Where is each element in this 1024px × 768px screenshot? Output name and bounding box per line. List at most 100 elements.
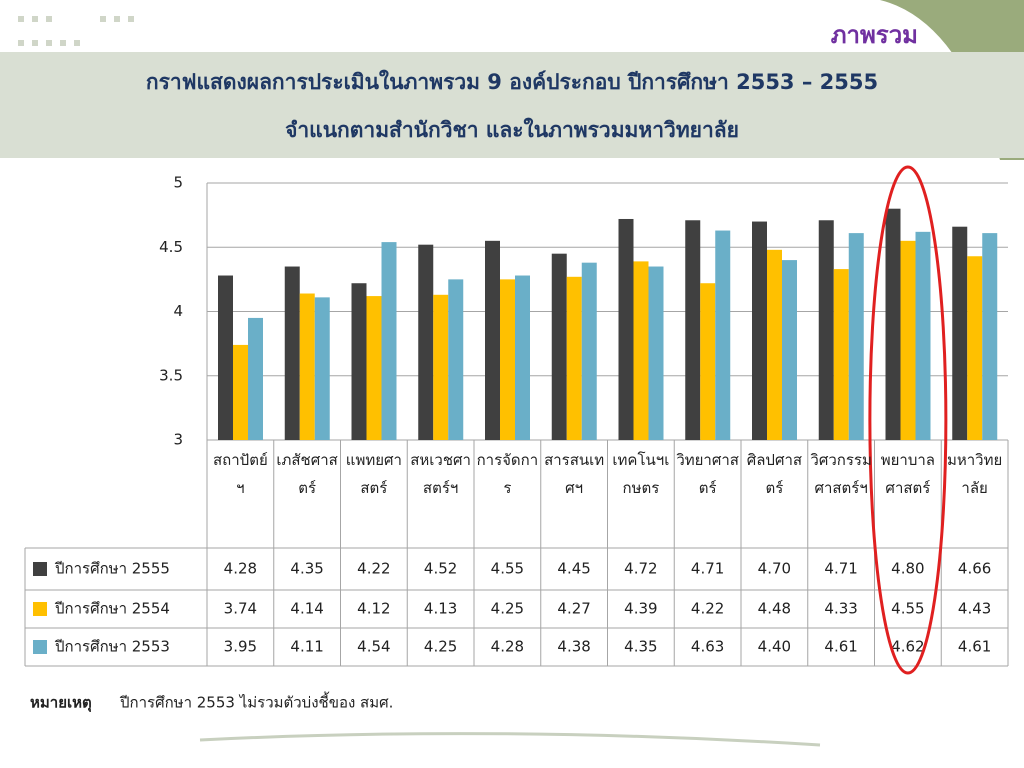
bar — [233, 344, 248, 440]
legend-swatch — [33, 602, 47, 616]
y-tick-label: 5 — [173, 174, 183, 192]
value-label: 4.38 — [557, 638, 590, 656]
bar — [752, 221, 767, 440]
legend-label: ปีการศึกษา 2555 — [54, 560, 170, 578]
x-tick-label: มหาวิทยาลัย — [946, 451, 1003, 497]
bar — [848, 233, 864, 440]
value-label: 4.72 — [624, 560, 657, 578]
value-label: 4.43 — [958, 600, 991, 618]
bar — [351, 283, 367, 440]
bar — [833, 269, 849, 440]
value-label: 4.28 — [224, 560, 257, 578]
note-label: หมายเหตุ — [30, 694, 92, 713]
y-tick-label: 4 — [173, 302, 183, 320]
value-label: 4.61 — [958, 638, 991, 656]
bar — [885, 208, 901, 440]
bar — [900, 240, 916, 440]
x-tick-label: สถาปัตย์ฯ — [213, 451, 268, 497]
x-tick-label: สารสนเทศฯ — [544, 451, 605, 497]
legend-swatch — [33, 640, 47, 654]
bar — [314, 297, 330, 440]
x-tick-label: ศิลปศาสตร์ — [746, 451, 803, 497]
bar — [448, 279, 464, 440]
bar — [648, 266, 664, 440]
bar — [366, 296, 382, 440]
footer-swoosh — [199, 732, 821, 747]
bar — [982, 233, 998, 440]
value-label: 4.12 — [357, 600, 390, 618]
chart-subtitle: จำแนกตามสำนักวิชา และในภาพรวมมหาวิทยาลัย — [285, 118, 739, 142]
x-tick-label: แพทยศาสตร์ — [345, 451, 402, 497]
title-band — [0, 52, 1024, 158]
bar — [782, 260, 797, 440]
bar — [299, 293, 315, 440]
bar — [767, 249, 782, 440]
value-label: 4.33 — [824, 600, 857, 618]
value-label: 3.74 — [224, 600, 257, 618]
note-text: ปีการศึกษา 2553 ไม่รวมตัวบ่งชี้ของ สมศ. — [119, 692, 393, 712]
x-tick-label: วิทยาศาสตร์ — [676, 451, 739, 497]
value-label: 4.80 — [891, 560, 924, 578]
x-tick-label: พยาบาลศาสตร์ — [880, 451, 935, 497]
chart-title: กราฟแสดงผลการประเมินในภาพรวม 9 องค์ประกอ… — [145, 70, 879, 94]
bar — [381, 242, 397, 440]
x-tick-label: สหเวชศาสตร์ฯ — [410, 451, 471, 497]
value-label: 4.14 — [290, 600, 323, 618]
value-label: 4.22 — [691, 600, 724, 618]
bar — [218, 275, 233, 440]
bar — [715, 230, 731, 440]
y-tick-label: 3.5 — [159, 366, 183, 384]
value-label: 4.63 — [691, 638, 724, 656]
bar — [581, 262, 597, 440]
value-label: 4.52 — [424, 560, 457, 578]
y-tick-label: 3 — [173, 431, 183, 449]
x-tick-label: การจัดการ — [476, 451, 539, 497]
bar — [433, 294, 449, 440]
value-label: 4.35 — [624, 638, 657, 656]
bar — [566, 276, 582, 440]
x-tick-label: เภสัชศาสตร์ — [276, 451, 338, 497]
bar — [515, 275, 530, 440]
bar — [685, 220, 701, 440]
x-tick-label: วิศวกรรมศาสตร์ฯ — [810, 451, 872, 497]
legend-label: ปีการศึกษา 2554 — [54, 600, 170, 618]
bar — [818, 220, 834, 440]
value-label: 4.39 — [624, 600, 657, 618]
value-label: 4.66 — [958, 560, 991, 578]
section-header: ภาพรวม — [831, 21, 918, 49]
value-label: 4.13 — [424, 600, 457, 618]
bar — [284, 266, 300, 440]
value-label: 4.11 — [290, 638, 323, 656]
bar — [700, 283, 716, 440]
value-label: 4.54 — [357, 638, 390, 656]
bar — [485, 240, 500, 440]
bar — [500, 279, 515, 440]
highlight-ellipse — [868, 165, 948, 675]
value-label: 4.62 — [891, 638, 924, 656]
bar — [418, 244, 434, 440]
legend-swatch — [33, 562, 47, 576]
bar — [952, 226, 968, 440]
value-label: 4.25 — [491, 600, 524, 618]
y-tick-label: 4.5 — [159, 238, 183, 256]
x-tick-label: เทคโนฯเกษตร — [612, 451, 670, 497]
value-label: 4.48 — [758, 600, 791, 618]
legend-label: ปีการศึกษา 2553 — [54, 638, 170, 656]
bar — [915, 231, 931, 440]
value-label: 4.25 — [424, 638, 457, 656]
value-label: 4.27 — [557, 600, 590, 618]
value-label: 4.61 — [824, 638, 857, 656]
value-label: 4.40 — [758, 638, 791, 656]
value-label: 4.55 — [891, 600, 924, 618]
value-label: 4.28 — [491, 638, 524, 656]
value-label: 4.45 — [557, 560, 590, 578]
bar — [618, 218, 634, 440]
value-label: 4.35 — [290, 560, 323, 578]
bar — [633, 261, 649, 440]
value-label: 4.71 — [691, 560, 724, 578]
value-label: 4.70 — [758, 560, 791, 578]
dots — [18, 16, 134, 46]
value-label: 4.71 — [824, 560, 857, 578]
